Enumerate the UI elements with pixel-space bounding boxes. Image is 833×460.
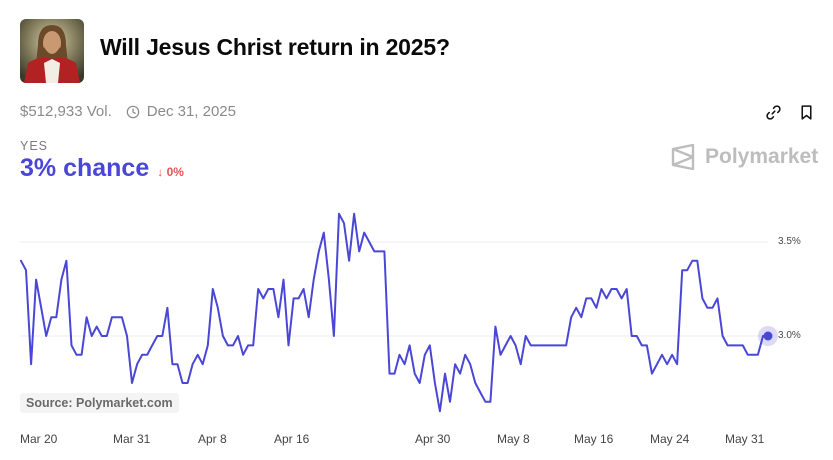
x-tick-may-31: May 31 <box>725 432 765 446</box>
polymarket-logo: Polymarket <box>671 144 818 170</box>
outcome-label: YES <box>20 139 49 153</box>
market-meta: $512,933 Vol. Dec 31, 2025 <box>20 103 236 120</box>
x-tick-apr-30: Apr 30 <box>415 432 451 446</box>
yes-price-line <box>20 212 769 413</box>
brand-name: Polymarket <box>705 145 819 168</box>
arrow-down-icon: ↓ <box>157 165 164 179</box>
x-tick-apr-16: Apr 16 <box>274 432 310 446</box>
y-tick-3-5: 3.5% <box>778 236 801 247</box>
delta-text: 0% <box>166 165 184 179</box>
clock-icon <box>126 105 140 118</box>
source-label: Source: Polymarket.com <box>20 393 179 413</box>
end-date-text: Dec 31, 2025 <box>146 103 236 120</box>
x-tick-apr-8: Apr 8 <box>198 432 227 446</box>
delta-badge: ↓ 0% <box>157 165 184 179</box>
x-tick-may-8: May 8 <box>497 432 530 446</box>
x-tick-may-16: May 16 <box>574 432 614 446</box>
price-chart[interactable] <box>0 200 833 460</box>
polymarket-logo-icon <box>671 144 695 170</box>
y-tick-3-0: 3.0% <box>778 330 801 341</box>
bookmark-icon[interactable] <box>798 104 815 121</box>
x-tick-mar-31: Mar 31 <box>113 432 151 446</box>
market-title: Will Jesus Christ return in 2025? <box>100 34 450 60</box>
chance-text: 3% chance <box>20 154 150 182</box>
jesus-portrait-image <box>20 19 84 83</box>
link-icon[interactable] <box>765 104 782 121</box>
current-point-marker[interactable] <box>763 331 773 341</box>
market-actions <box>765 104 815 121</box>
market-thumbnail <box>20 19 84 83</box>
x-tick-mar-20: Mar 20 <box>20 432 58 446</box>
x-tick-may-24: May 24 <box>650 432 690 446</box>
volume-text: $512,933 Vol. <box>20 103 112 120</box>
chance-value: 3% chance ↓ 0% <box>20 154 184 183</box>
